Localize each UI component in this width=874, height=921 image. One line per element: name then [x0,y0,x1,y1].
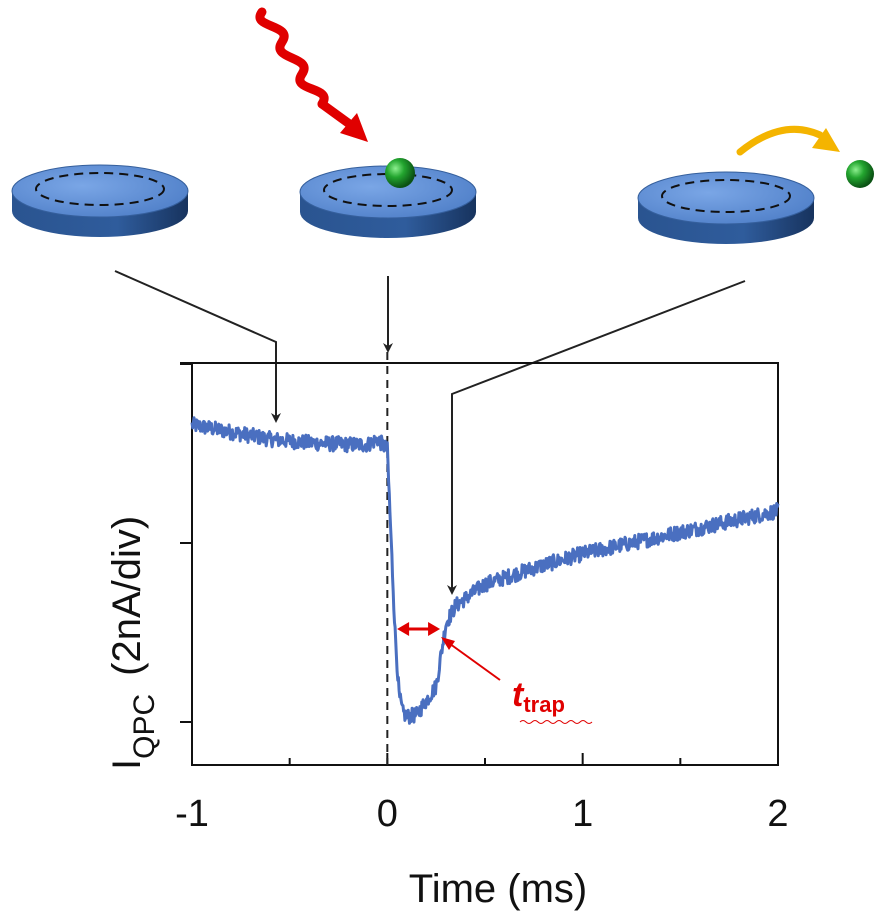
series-trace [190,416,780,725]
x-axis: -1 0 1 2 [175,753,789,835]
photon-arrow-icon [255,7,368,142]
ttrap-pointer-arrow [445,640,501,681]
y-axis [180,362,192,723]
connector-arrows [114,270,746,595]
y-axis-label-unit: (2nA/div) [105,516,149,676]
x-tick-label-0: -1 [175,793,209,835]
particle-escaped-icon [846,160,874,188]
ttrap-label-main: t [512,676,525,714]
connector-arrow-right [447,280,746,595]
connector-arrow-left [114,270,281,423]
ttrap-label: ttrap [512,676,565,717]
particle-trapped-icon [385,158,415,188]
trace-layer [190,416,780,725]
ttrap-label-sub: trap [523,692,565,717]
ttrap-pointer-head-icon [441,637,455,650]
ttrap-arrow-head-right [428,622,441,636]
x-tick-label-2: 1 [572,793,593,835]
y-axis-label-main: I [105,759,149,770]
plot-frame [191,362,779,766]
disk-empty-right [637,171,815,244]
ttrap-double-arrow-icon [397,622,441,636]
svg-text:IQPC(2nA/div): IQPC (2nA/div) [105,516,161,770]
x-tick-label-3: 2 [767,793,788,835]
y-axis-label-sub: QPC [128,694,161,759]
y-axis-label: IQPC (2nA/div) [105,516,161,770]
x-tick-label-1: 0 [377,793,398,835]
x-axis-title: Time (ms) [409,867,587,911]
spellcheck-underline [519,720,593,724]
disk-empty-left [11,164,189,237]
ttrap-arrow-head-left [397,622,410,636]
ejection-arrow-icon [736,125,840,156]
